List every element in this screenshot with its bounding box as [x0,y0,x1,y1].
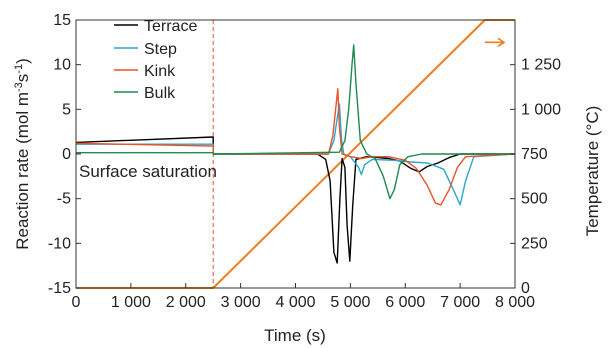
y-right-tick-label: 750 [521,146,548,163]
x-tick-label: 3 000 [221,294,261,311]
x-tick-label: 0 [72,294,81,311]
x-tick-label: 4 000 [275,294,315,311]
series-line-step [76,103,516,206]
x-tick-label: 5 000 [330,294,370,311]
y-axis-label-left: Reaction rate (mol m-3s-1) [13,58,32,250]
series-line-bulk [76,44,515,200]
legend-label-step: Step [144,41,177,58]
series-line-terrace [75,136,515,264]
legend-label-kink: Kink [144,63,176,80]
legend-label-terrace: Terrace [144,18,197,35]
y-left-tick-label: 15 [53,12,71,29]
series-line-kink [75,88,516,206]
legend-label-bulk: Bulk [144,85,176,102]
y-left-tick-label: -15 [48,280,71,297]
x-tick-label: 1 000 [111,294,151,311]
x-tick-label: 8 000 [495,294,535,311]
y-axis-label-right: Temperature (°C) [583,106,602,237]
legend: Terrace Step Kink Bulk [114,18,197,102]
y-right-tick-label: 1 250 [521,57,561,74]
plot-area [75,19,516,289]
y-right-tick-label: 500 [521,191,548,208]
x-tick-label: 2 000 [166,294,206,311]
y-left-tick-label: 10 [53,57,71,74]
x-tick-label: 7 000 [440,294,480,311]
y-left-tick-label: -10 [48,235,71,252]
y-right-tick-label: 250 [521,235,548,252]
y-left-tick-label: 5 [62,101,71,118]
y-right-tick-label: 0 [521,280,530,297]
y-left-tick-label: -5 [57,191,71,208]
y-right-tick-label: 1 000 [521,101,561,118]
ticks-group: 0 1 000 2 000 3 000 4 000 5 000 6 000 7 000 8 00… [48,12,561,311]
x-axis-label: Time (s) [264,326,326,345]
annotation-surface-saturation: Surface saturation [79,162,217,181]
y-left-tick-label: 0 [62,146,71,163]
temperature-arrow-head [497,37,506,47]
x-tick-label: 6 000 [385,294,425,311]
